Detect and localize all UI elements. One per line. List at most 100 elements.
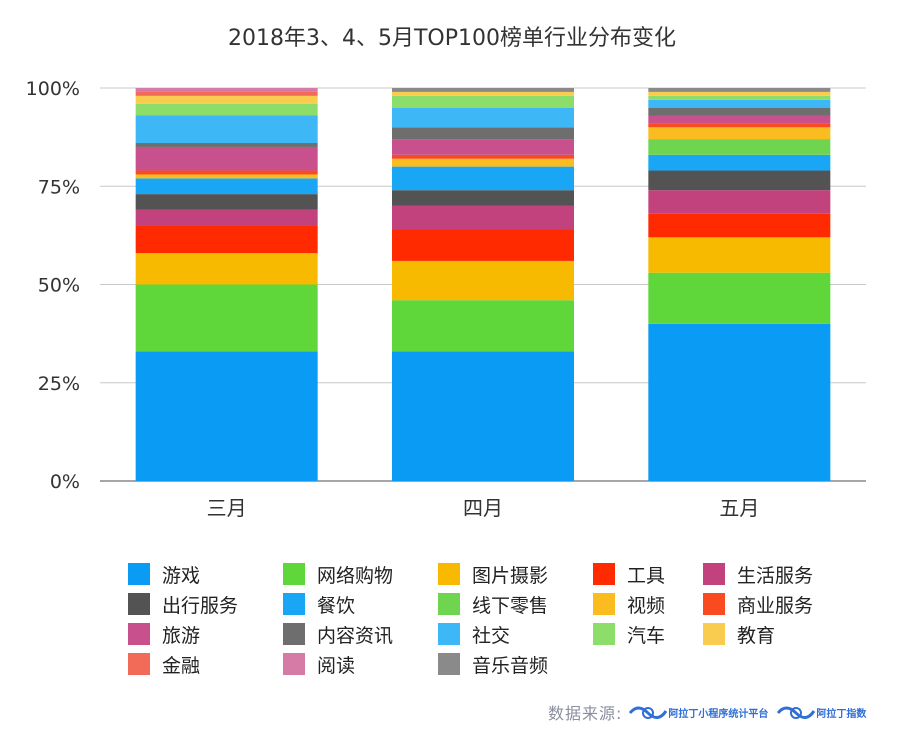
legend-item: 旅游 (128, 623, 283, 647)
bar-segment (648, 154, 831, 171)
legend-label: 图片摄影 (472, 564, 549, 587)
x-tick-label: 五月 (719, 496, 759, 520)
chart-title: 2018年3、4、5月TOP100榜单行业分布变化 (228, 26, 676, 51)
bar-segment (135, 351, 318, 481)
legend-item: 金融 (128, 653, 283, 677)
legend-swatch (593, 623, 615, 645)
legend-swatch (593, 563, 615, 585)
legend-label: 网络购物 (317, 564, 394, 587)
bar-segment (648, 88, 831, 92)
y-tick-label: 75% (38, 176, 80, 198)
legend-swatch (128, 623, 150, 645)
legend-label: 汽车 (627, 624, 666, 647)
legend-swatch (438, 593, 460, 615)
bar-segment (392, 127, 574, 140)
legend-item: 游戏 (128, 563, 283, 587)
legend-swatch (283, 593, 305, 615)
legend-label: 音乐音频 (472, 654, 549, 677)
legend-label: 商业服务 (737, 594, 814, 617)
aladdin-logo-icon (629, 706, 668, 719)
bar-segment (648, 95, 831, 100)
bar-segment (648, 99, 831, 108)
data-source: 数据来源: 阿拉丁小程序统计平台 阿拉丁指数 (548, 700, 874, 724)
legend-item: 商业服务 (703, 593, 853, 617)
legend-swatch (283, 653, 305, 675)
bar-segment (392, 158, 574, 167)
legend-item: 视频 (593, 593, 703, 617)
bar-segment (392, 88, 574, 92)
legend-item: 餐饮 (283, 593, 438, 617)
legend-label: 视频 (627, 594, 666, 617)
legend-item: 生活服务 (703, 563, 853, 587)
bar-segment (392, 107, 574, 128)
legend-label: 旅游 (162, 624, 201, 647)
bar-segment (648, 237, 831, 273)
bar-segment (648, 139, 831, 155)
bar-segment (648, 272, 831, 324)
legend-label: 工具 (627, 564, 666, 587)
legend-swatch (438, 563, 460, 585)
legend-label: 阅读 (317, 654, 356, 677)
y-tick-label: 25% (38, 373, 80, 395)
legend-label: 游戏 (162, 564, 201, 587)
bar-segment (392, 91, 574, 96)
bar-segment (135, 209, 318, 226)
legend-label: 内容资讯 (317, 624, 394, 647)
legend-label: 金融 (162, 654, 201, 677)
bars (135, 88, 831, 481)
bar-segment (392, 190, 574, 206)
legend-label: 线下零售 (472, 594, 549, 617)
bar-segment (392, 95, 574, 108)
bar-segment (392, 166, 574, 191)
bar-segment (135, 253, 318, 285)
bar-segment (135, 91, 318, 96)
x-axis-ticks: 三月 四月 五月 (207, 496, 760, 520)
bar-segment (135, 194, 318, 210)
legend-item: 出行服务 (128, 593, 283, 617)
legend-swatch (703, 623, 725, 645)
legend-item: 汽车 (593, 623, 703, 647)
bar-segment (392, 154, 574, 159)
bar-segment (648, 127, 831, 140)
bar-segment (135, 103, 318, 116)
legend-item: 网络购物 (283, 563, 438, 587)
bar-segment (648, 190, 831, 214)
aladdin-index-logo: 阿拉丁指数 (776, 701, 866, 723)
legend-swatch (438, 623, 460, 645)
legend: 游戏 网络购物 图片摄影 工具 生活服务出行服务 餐饮 线下零售 视频 商业服务旅游 内容资讯 社交… (128, 563, 868, 677)
bar-segment (392, 300, 574, 352)
legend-swatch (283, 563, 305, 585)
bar-segment (135, 174, 318, 179)
legend-label: 出行服务 (162, 594, 239, 617)
legend-swatch (438, 653, 460, 675)
bar-segment (648, 91, 831, 96)
legend-label: 生活服务 (737, 564, 814, 587)
x-tick-label: 四月 (463, 496, 503, 520)
legend-swatch (593, 593, 615, 615)
legend-item: 阅读 (283, 653, 438, 677)
bar-segment (135, 178, 318, 195)
legend-item: 图片摄影 (438, 563, 593, 587)
y-axis-ticks: 0% 25% 50% 75% 100% (26, 78, 80, 493)
y-tick-label: 0% (50, 471, 80, 493)
y-tick-label: 50% (38, 275, 80, 297)
aladdin-logo: 阿拉丁小程序统计平台 (628, 701, 768, 723)
legend-item: 教育 (703, 623, 853, 647)
legend-swatch (128, 653, 150, 675)
bar-segment (648, 115, 831, 124)
bar-segment (392, 139, 574, 155)
bar-segment (392, 260, 574, 301)
legend-swatch (283, 623, 305, 645)
bar-segment (648, 170, 831, 191)
bar-segment (135, 170, 318, 175)
bar-segment (135, 284, 318, 352)
legend-item: 内容资讯 (283, 623, 438, 647)
bar-segment (135, 88, 318, 92)
legend-item: 社交 (438, 623, 593, 647)
bar-segment (648, 107, 831, 116)
bar-segment (135, 143, 318, 147)
legend-label: 社交 (472, 624, 511, 647)
y-tick-label: 100% (26, 78, 80, 100)
legend-label: 教育 (737, 624, 776, 647)
bar-segment (392, 205, 574, 230)
